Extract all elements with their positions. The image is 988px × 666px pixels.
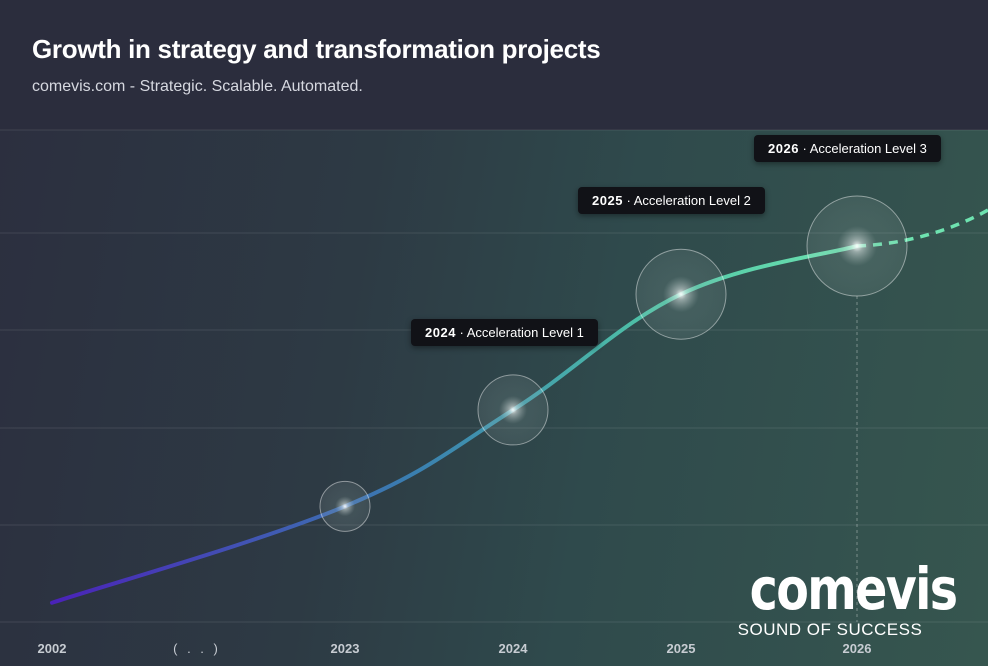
chart-subtitle: comevis.com - Strategic. Scalable. Autom… bbox=[32, 78, 363, 95]
annotation-year: 2025 bbox=[592, 193, 623, 208]
annotation-year: 2026 bbox=[768, 141, 799, 156]
data-point-2024 bbox=[477, 374, 549, 446]
comevis-logo: comevis SOUND OF SUCCESS bbox=[732, 555, 958, 640]
logo-tagline: SOUND OF SUCCESS bbox=[737, 620, 923, 639]
chart-header: Growth in strategy and transformation pr… bbox=[0, 0, 988, 130]
annotation-2024: 2024 · Acceleration Level 1 bbox=[411, 319, 598, 346]
x-tick-label: 2023 bbox=[330, 641, 360, 656]
x-tick-label: 2025 bbox=[666, 641, 696, 656]
x-tick-label: 2026 bbox=[842, 641, 872, 656]
data-points bbox=[319, 195, 908, 532]
data-point-2026 bbox=[806, 195, 908, 297]
logo-wordmark: comevis bbox=[749, 555, 958, 623]
series-line bbox=[50, 244, 859, 605]
annotation-text: · Acceleration Level 1 bbox=[455, 325, 584, 340]
annotation-text: · Acceleration Level 3 bbox=[798, 141, 927, 156]
data-point-2025 bbox=[635, 248, 727, 340]
annotation-text: · Acceleration Level 2 bbox=[622, 193, 751, 208]
chart-title: Growth in strategy and transformation pr… bbox=[32, 34, 601, 64]
x-tick-label: 2002 bbox=[37, 641, 67, 656]
annotation-2026: 2026 · Acceleration Level 3 bbox=[754, 135, 941, 162]
x-tick-label: 2024 bbox=[498, 641, 528, 656]
annotation-year: 2024 bbox=[425, 325, 456, 340]
annotation-2025: 2025 · Acceleration Level 2 bbox=[578, 187, 765, 214]
x-tick-label: ( . . ) bbox=[173, 641, 221, 656]
data-point-2023 bbox=[319, 480, 371, 532]
